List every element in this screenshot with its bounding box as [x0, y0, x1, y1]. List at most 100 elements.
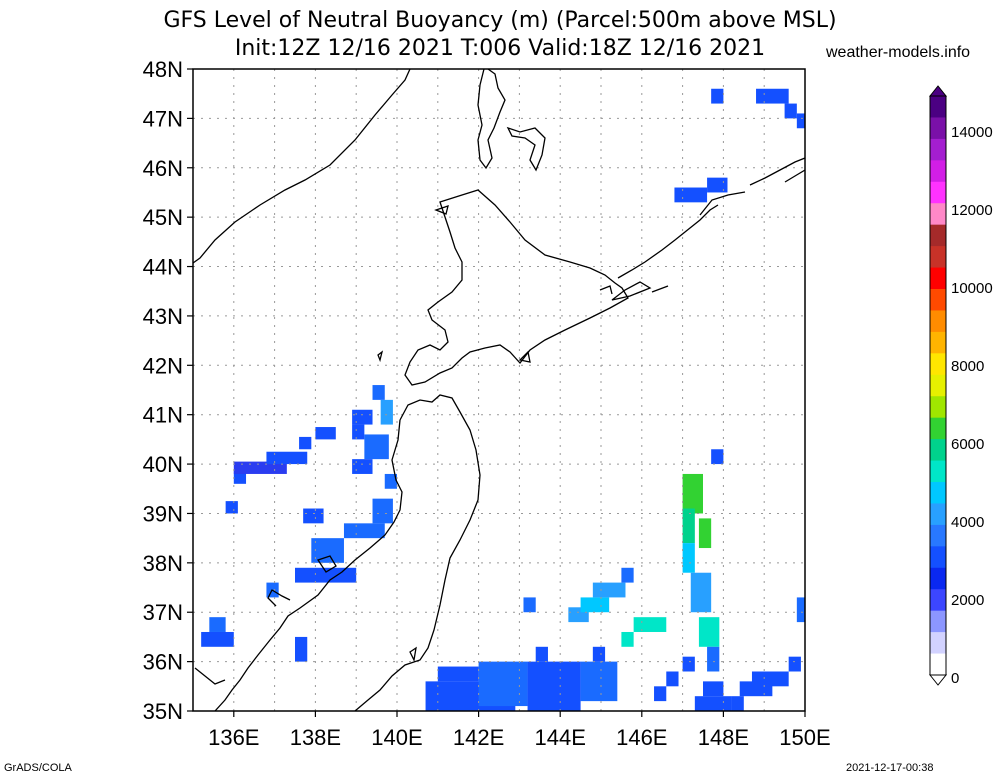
- lnb-cell-27: [535, 646, 548, 662]
- lnb-cell-41: [682, 543, 695, 573]
- lnb-cell-59: [674, 187, 708, 203]
- colorbar-min-arrow: [928, 674, 948, 686]
- chart-title: GFS Level of Neutral Buoyancy (m) (Parce…: [163, 8, 837, 33]
- colorbar-swatch: [930, 524, 946, 547]
- lnb-cell-7: [315, 427, 336, 440]
- colorbar-swatch: [930, 267, 946, 290]
- lnb-cell-6: [299, 436, 312, 450]
- lnb-cell-10: [364, 434, 389, 460]
- lnb-cell-21: [295, 636, 308, 662]
- colorbar-swatch: [930, 246, 946, 269]
- lnb-cell-35: [621, 631, 634, 647]
- lnb-cell-25: [527, 661, 581, 711]
- lon-label: 138E: [290, 725, 341, 750]
- lnb-cell-58: [707, 177, 728, 193]
- colorbar-swatch: [930, 331, 946, 354]
- colorbar-swatch: [930, 138, 946, 161]
- lnb-cell-45: [694, 696, 732, 711]
- lat-label: 35N: [143, 699, 183, 724]
- colorbar-swatch: [930, 589, 946, 612]
- colorbar-outline: [929, 95, 947, 676]
- lat-label: 36N: [143, 650, 183, 675]
- colorbar-swatch: [930, 310, 946, 333]
- lon-label: 146E: [616, 725, 667, 750]
- map-frame: [192, 68, 806, 712]
- colorbar-swatch: [930, 546, 946, 569]
- colorbar-label: 12000: [951, 202, 993, 219]
- lnb-cell-52: [796, 597, 805, 623]
- lon-label: 144E: [535, 725, 586, 750]
- colorbar-swatch: [930, 439, 946, 462]
- lnb-cell-11: [352, 459, 373, 474]
- lnb-cell-36: [666, 671, 679, 687]
- colorbar-label: 0: [951, 670, 959, 687]
- lon-label: 142E: [453, 725, 504, 750]
- lnb-cell-18: [311, 538, 344, 563]
- lnb-cell-44: [707, 646, 720, 672]
- lnb-cell-29: [523, 597, 536, 613]
- graticule: [193, 69, 805, 711]
- lnb-cell-15: [372, 498, 393, 524]
- chart-subtitle: Init:12Z 12/16 2021 T:006 Valid:18Z 12/1…: [234, 36, 766, 61]
- colorbar-swatch: [930, 460, 946, 483]
- colorbar-swatch: [930, 610, 946, 633]
- lnb-cell-51: [682, 656, 695, 672]
- lat-label: 38N: [143, 551, 183, 576]
- lnb-cell-53: [711, 449, 724, 465]
- colorbar-swatch: [930, 289, 946, 311]
- lnb-cell-31: [580, 597, 610, 613]
- colorbar-swatch: [930, 203, 946, 226]
- lnb-cell-46: [703, 681, 724, 697]
- lnb-cell-42: [690, 572, 712, 613]
- lnb-cell-14: [384, 473, 397, 489]
- lnb-cell-57: [796, 113, 805, 129]
- lon-label: 150E: [779, 725, 830, 750]
- colorbar-swatch: [930, 417, 946, 440]
- colorbar-label: 4000: [951, 514, 984, 531]
- colorbar-max-arrow: [928, 85, 948, 97]
- lnb-cell-23: [437, 666, 479, 682]
- lnb-cell-47: [731, 696, 744, 711]
- colorbar-label: 8000: [951, 358, 984, 375]
- lat-label: 42N: [143, 353, 183, 378]
- lat-label: 47N: [143, 106, 183, 131]
- lat-label: 41N: [143, 403, 183, 428]
- lat-label: 40N: [143, 452, 183, 477]
- colorbar-label: 2000: [951, 592, 984, 609]
- lon-label: 136E: [208, 725, 259, 750]
- lnb-cell-55: [756, 88, 789, 104]
- colorbar-swatch: [930, 160, 946, 183]
- lnb-cell-54: [711, 88, 724, 104]
- colorbar-swatch: [930, 353, 946, 376]
- lnb-cell-8: [352, 409, 373, 425]
- lnb-cell-40: [698, 518, 712, 549]
- colorbar-swatch: [930, 224, 946, 247]
- lon-label: 140E: [371, 725, 422, 750]
- lat-label: 46N: [143, 156, 183, 181]
- colorbar-swatch: [930, 503, 946, 526]
- lnb-cell-43: [698, 617, 720, 647]
- lnb-cell-5: [266, 451, 308, 465]
- colorbar: 14000 12000 10000 8000 6000 4000 2000 0: [928, 85, 993, 687]
- lnb-cell-50: [788, 656, 801, 672]
- render-timestamp: 2021-12-17-00:38: [846, 762, 934, 774]
- lnb-field: [201, 88, 805, 711]
- colorbar-swatch: [930, 567, 946, 590]
- lat-label: 48N: [143, 57, 183, 82]
- lnb-cell-26: [580, 661, 618, 702]
- lnb-cell-16: [343, 523, 385, 539]
- lat-label: 43N: [143, 304, 183, 329]
- colorbar-swatch: [930, 482, 946, 504]
- lnb-cell-13: [372, 385, 385, 400]
- longitude-labels: 136E 138E 140E 142E 144E 146E 148E 150E: [208, 711, 831, 750]
- lnb-cell-33: [621, 567, 634, 583]
- lat-label: 39N: [143, 501, 183, 526]
- lnb-cell-39: [682, 508, 695, 544]
- lat-label: 45N: [143, 205, 183, 230]
- lnb-cell-1: [209, 617, 226, 632]
- colorbar-swatch: [930, 396, 946, 419]
- latitude-labels: 48N 47N 46N 45N 44N 43N 42N 41N 40N 39N 38N 37N 36N 3…: [143, 57, 193, 724]
- colorbar-swatch: [930, 96, 946, 118]
- lnb-cell-2: [225, 501, 238, 514]
- lnb-cell-19: [295, 567, 357, 583]
